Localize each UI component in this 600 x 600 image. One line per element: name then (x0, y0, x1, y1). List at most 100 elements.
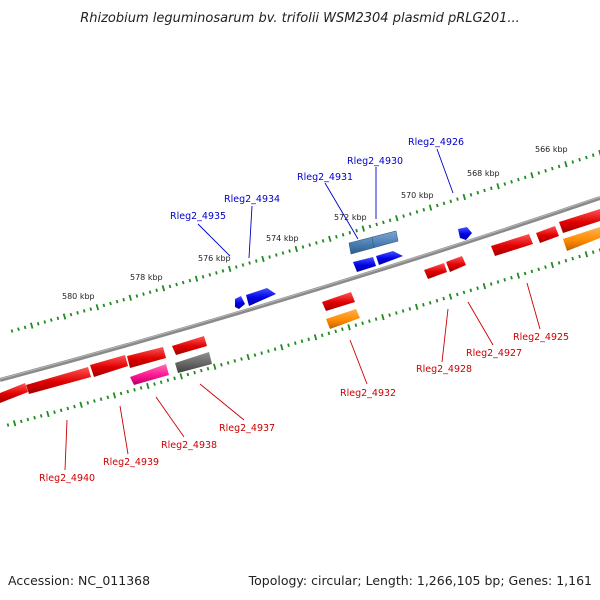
scale-minor-tick (435, 298, 439, 303)
gene-rleg2-4939b[interactable] (127, 347, 166, 368)
scale-minor-tick (122, 297, 126, 302)
scale-minor-tick (181, 280, 185, 285)
scale-minor-tick (186, 372, 190, 377)
scale-major-tick (448, 293, 453, 300)
gene-rleg2-4925[interactable] (491, 234, 533, 256)
gene-rleg2-4935[interactable] (235, 296, 245, 309)
gene-rleg2-4932[interactable] (326, 309, 360, 329)
gene-rleg2-4922[interactable] (563, 227, 600, 251)
scale-minor-tick (208, 273, 212, 277)
scale-major-tick (482, 282, 487, 290)
scale-minor-tick (273, 347, 277, 351)
gene-rleg2-4939[interactable] (90, 355, 128, 377)
gene-rleg2-4930[interactable] (348, 230, 399, 255)
forward-genes (235, 227, 472, 309)
gene-rleg2-4940[interactable] (26, 367, 91, 394)
gene-rleg2-4931[interactable] (353, 257, 376, 272)
scale-label: 576 kbp (198, 254, 231, 263)
scale-minor-tick (142, 292, 145, 296)
scale-major-tick (79, 401, 83, 408)
scale-minor-tick (248, 261, 251, 265)
scale-minor-tick (408, 307, 412, 311)
scale-minor-tick (401, 309, 405, 313)
scale-minor-tick (585, 155, 588, 160)
scale-minor-tick (557, 164, 561, 169)
scale-minor-tick (510, 180, 513, 184)
scale-label: 570 kbp (401, 191, 434, 200)
scale-minor-tick (489, 282, 493, 286)
scale-minor-tick (69, 312, 73, 317)
gene-label: Rleg2_4939 (103, 457, 159, 468)
scale-minor-tick (287, 343, 290, 347)
scale-minor-tick (106, 395, 110, 400)
gene-rleg2-4927[interactable] (446, 256, 466, 272)
scale-minor-tick (382, 220, 385, 225)
scale-minor-tick (59, 408, 63, 413)
scale-major-tick (261, 255, 265, 263)
scale-minor-tick (442, 201, 446, 206)
map-title: Rhizobium leguminosarum bv. trifolii WSM… (80, 11, 520, 26)
gene-label: Rleg2_4932 (340, 388, 396, 399)
scale-minor-tick (422, 303, 425, 307)
scale-minor-tick (155, 288, 158, 293)
scale-minor-tick (19, 419, 23, 424)
scale-minor-tick (469, 193, 473, 197)
gene-rleg2-4937[interactable] (175, 352, 212, 373)
scale-minor-tick (281, 251, 285, 255)
gene-label: Rleg2_4940 (39, 473, 95, 484)
gene-rleg2-4924[interactable] (536, 226, 559, 243)
scale-minor-tick (415, 210, 419, 214)
scale-minor-tick (241, 263, 245, 267)
scale-minor-tick (496, 280, 500, 284)
scale-minor-tick (23, 325, 27, 330)
accession-text: Accession: NC_011368 (8, 573, 150, 588)
scale-major-tick (584, 251, 589, 258)
gene-rleg2-4928[interactable] (424, 263, 447, 279)
scale-minor-tick (578, 254, 581, 259)
gene-rleg2-4936[interactable] (172, 336, 207, 355)
scale-major-tick (30, 322, 34, 329)
scale-major-tick (361, 225, 365, 232)
scale-minor-tick (537, 171, 541, 175)
gene-rleg2-4941[interactable] (0, 383, 28, 403)
scale-minor-tick (82, 309, 86, 313)
scale-major-tick (347, 324, 351, 331)
scale-major-tick (496, 183, 500, 190)
gene-rleg2-4933[interactable] (322, 292, 355, 311)
scale-minor-tick (126, 389, 130, 394)
scale-minor-tick (109, 301, 112, 306)
scale-minor-tick (153, 382, 156, 386)
scale-minor-tick (33, 415, 36, 420)
scale-minor-tick (462, 290, 466, 295)
gene-rleg2-4923[interactable] (559, 209, 600, 233)
gene-rleg2-4929[interactable] (376, 251, 403, 265)
scale-major-tick (294, 245, 298, 253)
scale-minor-tick (374, 317, 378, 321)
scale-minor-tick (135, 294, 139, 298)
scale-minor-tick (221, 269, 225, 273)
scale-minor-tick (503, 278, 507, 282)
scale-major-tick (62, 313, 67, 320)
scale-minor-tick (422, 208, 426, 212)
scale-minor-tick (159, 380, 163, 384)
scale-minor-tick (56, 316, 60, 321)
scale-major-tick (381, 313, 385, 321)
scale-minor-tick (99, 397, 103, 401)
scale-minor-tick (564, 258, 568, 263)
scale-minor-tick (89, 307, 93, 311)
scale-minor-tick (523, 175, 527, 180)
scale-minor-tick (93, 399, 96, 403)
gene-label: Rleg2_4934 (224, 194, 280, 205)
outer-scale-track (10, 149, 600, 333)
gene-rleg2-4938[interactable] (130, 364, 169, 385)
scale-minor-tick (215, 271, 218, 275)
scale-minor-tick (6, 423, 10, 427)
scale-minor-tick (240, 357, 243, 361)
scale-minor-tick (428, 301, 432, 305)
scale-major-tick (12, 420, 17, 427)
gene-rleg2-4934[interactable] (246, 288, 276, 306)
scale-major-tick (395, 215, 399, 222)
scale-major-tick (228, 265, 232, 273)
scale-minor-tick (26, 417, 30, 422)
gene-rleg2-4926[interactable] (458, 227, 472, 240)
